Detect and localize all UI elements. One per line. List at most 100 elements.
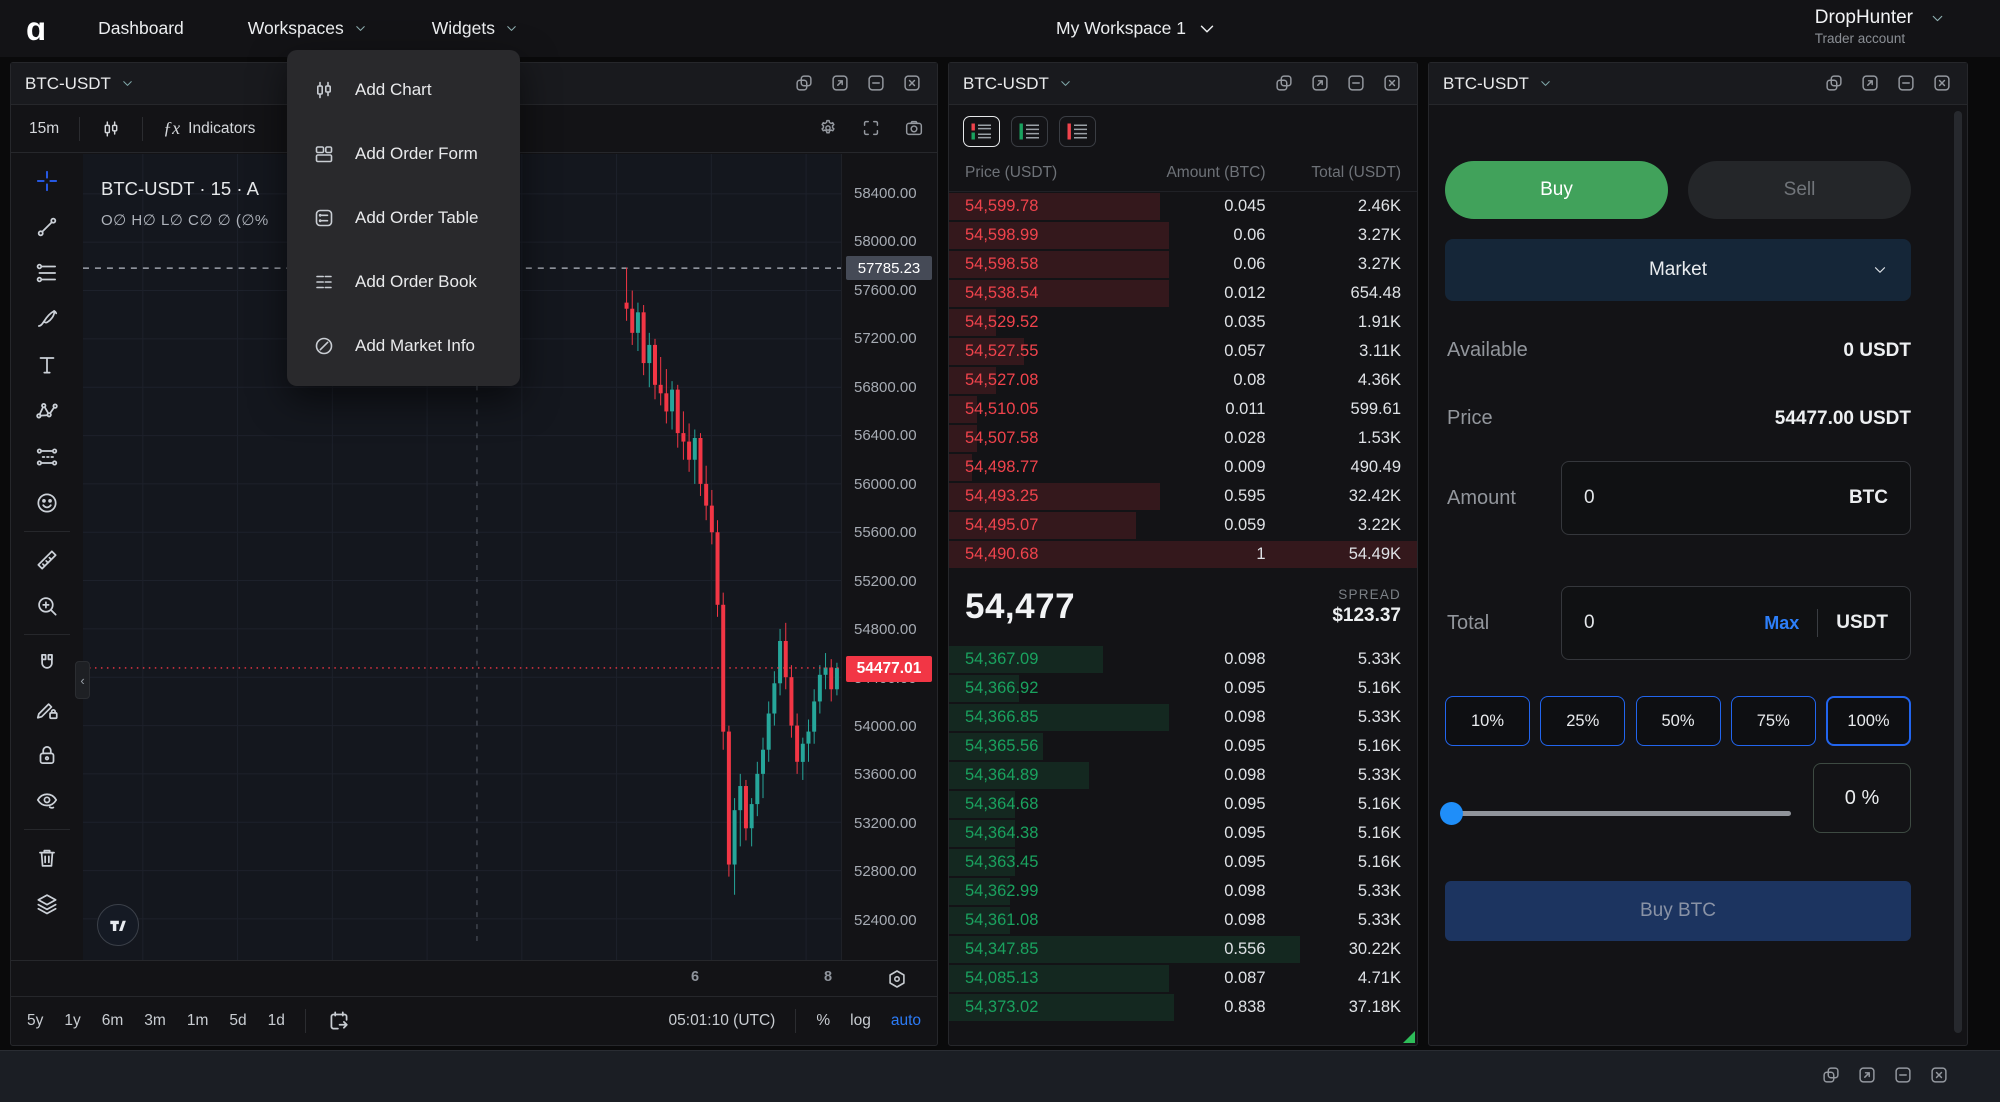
range-5y-button[interactable]: 5y: [27, 1012, 44, 1029]
expand-button[interactable]: [1855, 1064, 1878, 1087]
tool-trash-button[interactable]: [24, 835, 70, 881]
app-logo[interactable]: ɑ: [26, 10, 47, 47]
fullscreen-button[interactable]: [859, 117, 882, 140]
account-menu[interactable]: DropHunter Trader account: [1815, 7, 1946, 46]
collapse-drawing-toolbar[interactable]: ‹: [75, 661, 90, 699]
tool-fib-retracement-button[interactable]: [24, 250, 70, 296]
orderbook-row[interactable]: 54,527.55 0.057 3.11K: [949, 337, 1417, 366]
book-asks-view-button[interactable]: [1059, 115, 1096, 147]
total-field[interactable]: 0 Max USDT: [1561, 586, 1911, 660]
amount-field[interactable]: 0 BTC: [1561, 461, 1911, 535]
orderbook-row[interactable]: 54,364.89 0.098 5.33K: [949, 761, 1417, 790]
orderbook-row[interactable]: 54,510.05 0.011 599.61: [949, 395, 1417, 424]
duplicate-button[interactable]: [792, 72, 815, 95]
expand-button[interactable]: [1858, 72, 1881, 95]
scrollbar[interactable]: [1954, 111, 1962, 1033]
duplicate-button[interactable]: [1822, 72, 1845, 95]
chart-settings-button[interactable]: [816, 117, 839, 140]
orderbook-row[interactable]: 54,599.78 0.045 2.46K: [949, 192, 1417, 221]
range-6m-button[interactable]: 6m: [101, 1012, 124, 1029]
orderbook-row[interactable]: 54,373.02 0.838 37.18K: [949, 993, 1417, 1022]
tool-emoji-button[interactable]: [24, 480, 70, 526]
orderbook-row[interactable]: 54,364.68 0.095 5.16K: [949, 790, 1417, 819]
close-button[interactable]: [900, 72, 923, 95]
range-3m-button[interactable]: 3m: [144, 1012, 166, 1029]
range-5d-button[interactable]: 5d: [229, 1012, 247, 1029]
expand-button[interactable]: [1308, 72, 1331, 95]
chart-clock[interactable]: 05:01:10 (UTC): [668, 1012, 776, 1029]
percent-scale-button[interactable]: %: [816, 1012, 831, 1029]
percent-25-button[interactable]: 25%: [1540, 696, 1626, 746]
orderbook-row[interactable]: 54,495.07 0.059 3.22K: [949, 511, 1417, 540]
duplicate-button[interactable]: [1272, 72, 1295, 95]
tradingview-logo[interactable]: [97, 904, 139, 946]
nav-workspaces[interactable]: Workspaces: [248, 18, 368, 39]
book-both-view-button[interactable]: [963, 115, 1000, 147]
orderbook-row[interactable]: 54,365.56 0.095 5.16K: [949, 732, 1417, 761]
orderbook-row[interactable]: 54,490.68 1 54.49K: [949, 540, 1417, 569]
trade-symbol-selector[interactable]: BTC-USDT: [1443, 74, 1553, 94]
amount-slider[interactable]: [1451, 811, 1791, 816]
nav-dashboard[interactable]: Dashboard: [98, 18, 184, 39]
duplicate-button[interactable]: [1819, 1064, 1842, 1087]
range-1d-button[interactable]: 1d: [267, 1012, 285, 1029]
minimize-button[interactable]: [1894, 72, 1917, 95]
tool-xabcd-pattern-button[interactable]: [24, 388, 70, 434]
orderbook-row[interactable]: 54,361.08 0.098 5.33K: [949, 906, 1417, 935]
orderbook-row[interactable]: 54,347.85 0.556 30.22K: [949, 935, 1417, 964]
orderbook-row[interactable]: 54,367.09 0.098 5.33K: [949, 645, 1417, 674]
tool-draw-lock-button[interactable]: [24, 686, 70, 732]
order-type-select[interactable]: Market: [1445, 239, 1911, 301]
slider-thumb[interactable]: [1440, 802, 1463, 825]
percent-75-button[interactable]: 75%: [1730, 696, 1816, 746]
max-button[interactable]: Max: [1764, 612, 1800, 633]
tool-trend-line-button[interactable]: [24, 204, 70, 250]
range-1y-button[interactable]: 1y: [64, 1012, 81, 1029]
orderbook-row[interactable]: 54,527.08 0.08 4.36K: [949, 366, 1417, 395]
orderbook-row[interactable]: 54,085.13 0.087 4.71K: [949, 964, 1417, 993]
interval-button[interactable]: 15m: [23, 116, 65, 142]
minimize-button[interactable]: [864, 72, 887, 95]
orderbook-symbol-selector[interactable]: BTC-USDT: [963, 74, 1073, 94]
tool-forecast-button[interactable]: [24, 434, 70, 480]
resize-handle[interactable]: [1403, 1031, 1415, 1043]
indicators-button[interactable]: ƒx Indicators: [157, 114, 261, 143]
auto-scale-button[interactable]: auto: [890, 1012, 921, 1029]
orderbook-row[interactable]: 54,507.58 0.028 1.53K: [949, 424, 1417, 453]
orderbook-row[interactable]: 54,493.25 0.595 32.42K: [949, 482, 1417, 511]
go-to-date-button[interactable]: [326, 1008, 352, 1034]
orderbook-row[interactable]: 54,538.54 0.012 654.48: [949, 279, 1417, 308]
minimize-button[interactable]: [1344, 72, 1367, 95]
minimize-button[interactable]: [1891, 1064, 1914, 1087]
menu-item-add-order-form[interactable]: Add Order Form: [287, 122, 520, 186]
tool-text-button[interactable]: [24, 342, 70, 388]
orderbook-row[interactable]: 54,364.38 0.095 5.16K: [949, 819, 1417, 848]
percent-100-button[interactable]: 100%: [1826, 696, 1911, 746]
percent-50-button[interactable]: 50%: [1635, 696, 1721, 746]
orderbook-row[interactable]: 54,362.99 0.098 5.33K: [949, 877, 1417, 906]
orderbook-row[interactable]: 54,598.99 0.06 3.27K: [949, 221, 1417, 250]
tool-lock-button[interactable]: [24, 732, 70, 778]
buy-tab[interactable]: Buy: [1445, 161, 1668, 219]
chart-symbol-selector[interactable]: BTC-USDT: [25, 74, 135, 94]
menu-item-add-order-book[interactable]: Add Order Book: [287, 250, 520, 314]
menu-item-add-market-info[interactable]: Add Market Info: [287, 314, 520, 378]
book-bids-view-button[interactable]: [1011, 115, 1048, 147]
tool-ruler-button[interactable]: [24, 537, 70, 583]
workspace-selector[interactable]: My Workspace 1: [1056, 0, 1218, 57]
tool-crosshair-button[interactable]: [24, 158, 70, 204]
tool-brush-button[interactable]: [24, 296, 70, 342]
tool-zoom-in-button[interactable]: [24, 583, 70, 629]
nav-widgets[interactable]: Widgets: [432, 18, 519, 39]
orderbook-row[interactable]: 54,498.77 0.009 490.49: [949, 453, 1417, 482]
expand-button[interactable]: [828, 72, 851, 95]
close-button[interactable]: [1930, 72, 1953, 95]
menu-item-add-order-table[interactable]: Add Order Table: [287, 186, 520, 250]
orderbook-row[interactable]: 54,598.58 0.06 3.27K: [949, 250, 1417, 279]
close-button[interactable]: [1380, 72, 1403, 95]
snapshot-button[interactable]: [902, 117, 925, 140]
orderbook-row[interactable]: 54,366.92 0.095 5.16K: [949, 674, 1417, 703]
close-button[interactable]: [1927, 1064, 1950, 1087]
orderbook-row[interactable]: 54,363.45 0.095 5.16K: [949, 848, 1417, 877]
tool-magnet-button[interactable]: [24, 640, 70, 686]
